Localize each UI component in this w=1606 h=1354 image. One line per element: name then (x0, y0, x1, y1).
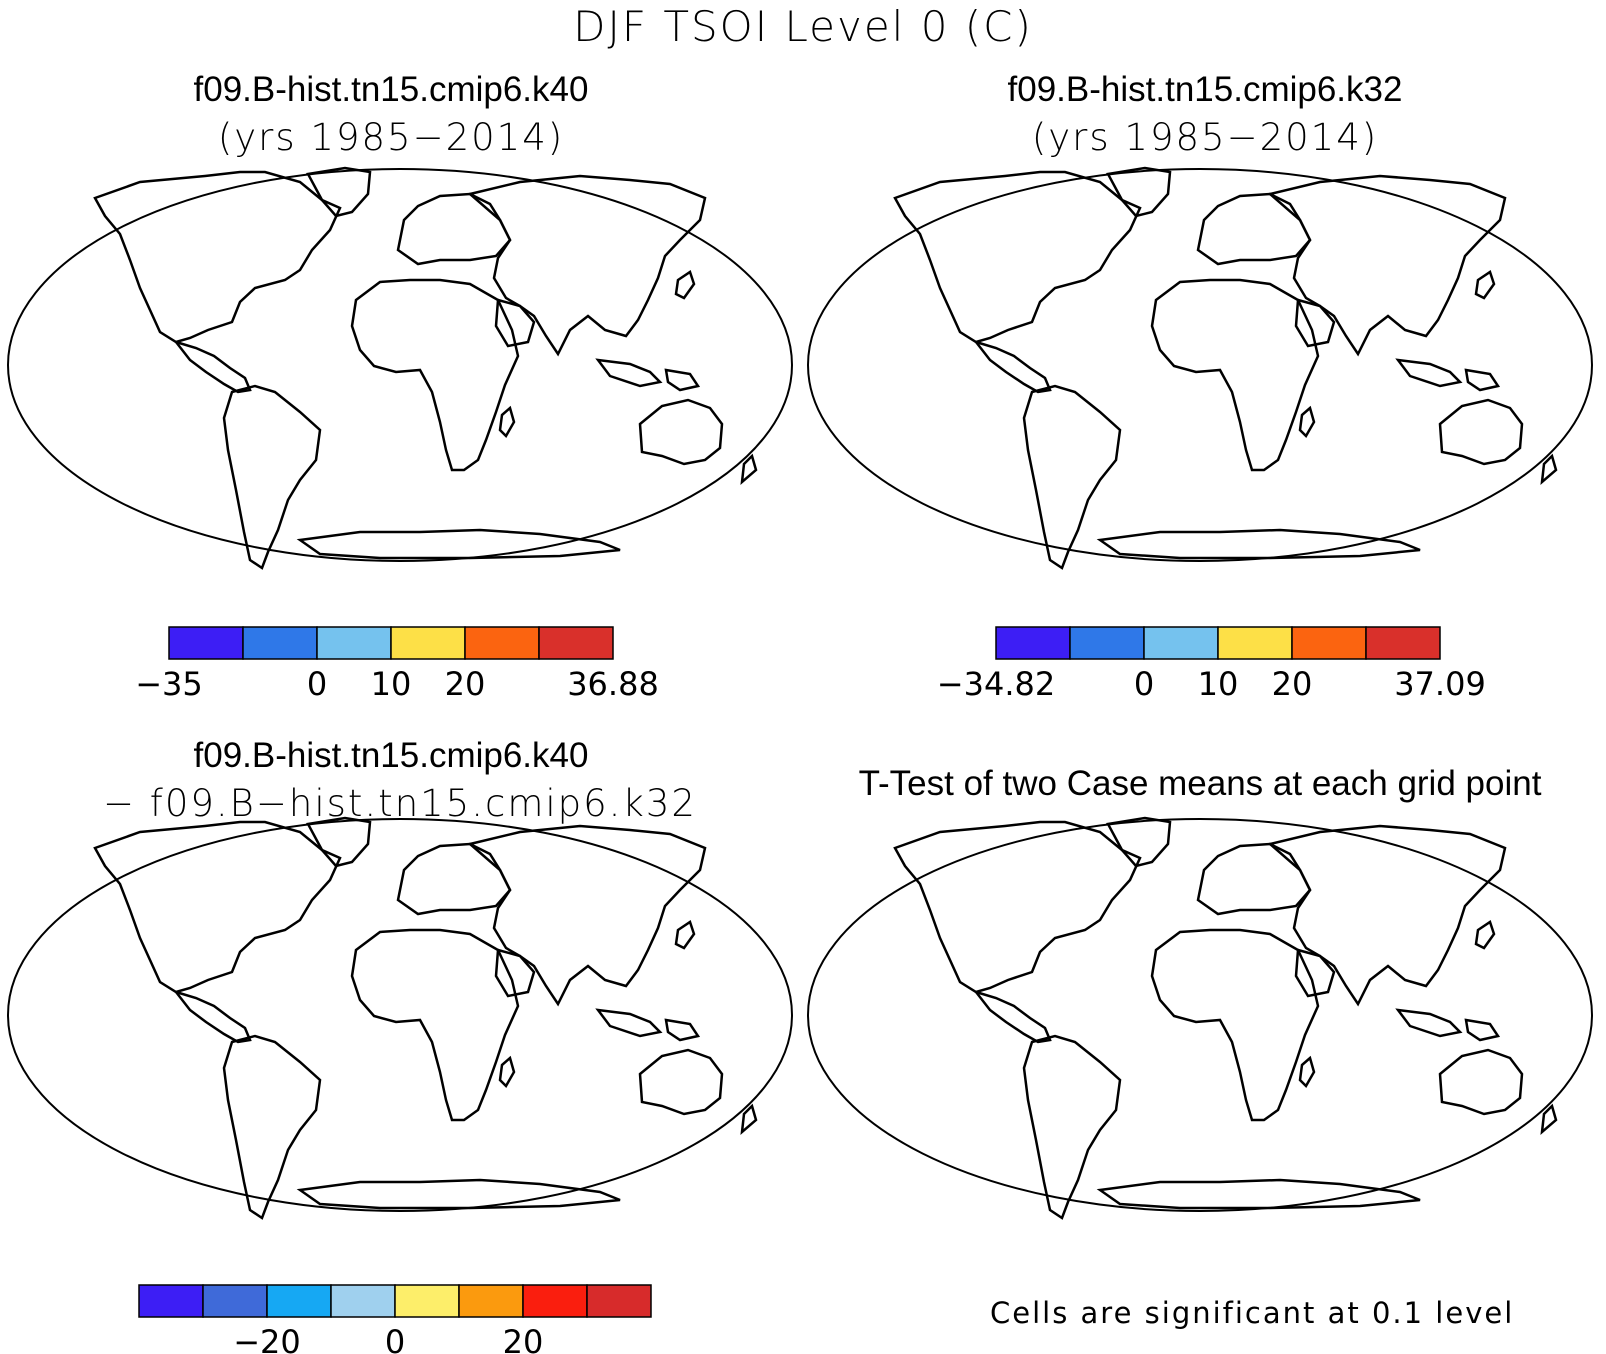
panel-tr-case: f09.B-hist.tn15.cmip6.k32 (1007, 70, 1403, 109)
colorbar-tick-label: 0 (307, 665, 327, 703)
colorbar-swatch (1069, 626, 1145, 660)
colorbar-swatch (242, 626, 318, 660)
colorbar-swatch (202, 1284, 268, 1318)
colorbar-tr: −34.82 0 10 20 37.09 (937, 626, 1486, 703)
colorbar-swatch (266, 1284, 332, 1318)
colorbar-swatch (464, 626, 540, 660)
colorbar-tick-label: −35 (135, 665, 203, 703)
colorbar-tick-label: −34.82 (937, 665, 1055, 703)
figure-title: DJF TSOI Level 0 (C) (573, 2, 1033, 51)
panel-br-title: T-Test of two Case means at each grid po… (858, 764, 1542, 803)
significance-note: Cells are significant at 0.1 level (990, 1296, 1515, 1330)
panel-tr-years: (yrs 1985−2014) (1031, 116, 1379, 159)
colorbar-swatch (168, 626, 244, 660)
panel-tl-years: (yrs 1985−2014) (217, 116, 565, 159)
map-panel-tr (807, 166, 1593, 570)
colorbar-swatch (1365, 626, 1441, 660)
colorbar-tick-label: 36.88 (567, 665, 659, 703)
colorbar-bl: −20 0 20 (138, 1284, 652, 1354)
colorbar-swatch (330, 1284, 396, 1318)
colorbar-tl: −35 0 10 20 36.88 (135, 626, 659, 703)
map-panel-br (807, 816, 1593, 1220)
panel-tl-case: f09.B-hist.tn15.cmip6.k40 (193, 70, 589, 109)
colorbar-swatch (390, 626, 466, 660)
colorbar-tick-label: 20 (445, 665, 486, 703)
panel-bl-case: f09.B-hist.tn15.cmip6.k40 (193, 736, 589, 775)
colorbar-swatch (586, 1284, 652, 1318)
colorbar-swatch (316, 626, 392, 660)
colorbar-swatch (522, 1284, 588, 1318)
colorbar-swatch (394, 1284, 460, 1318)
colorbar-tick-label: 0 (1134, 665, 1154, 703)
colorbar-swatch (995, 626, 1071, 660)
colorbar-swatch (138, 1284, 204, 1318)
colorbar-tick-label: 20 (1272, 665, 1313, 703)
colorbar-tick-label: 20 (503, 1323, 544, 1354)
colorbar-swatch (1143, 626, 1219, 660)
colorbar-tick-label: −20 (233, 1323, 301, 1354)
colorbar-tick-label: 10 (1198, 665, 1239, 703)
colorbar-swatch (458, 1284, 524, 1318)
colorbar-swatch (1217, 626, 1293, 660)
colorbar-tick-label: 37.09 (1394, 665, 1486, 703)
colorbar-tick-label: 0 (385, 1323, 405, 1354)
colorbar-tick-label: 10 (371, 665, 412, 703)
colorbar-swatch (1291, 626, 1367, 660)
colorbar-swatch (538, 626, 614, 660)
panel-bl-minus-case: − f09.B−hist.tn15.cmip6.k32 (103, 782, 697, 825)
map-panel-bl (7, 816, 793, 1220)
map-panel-tl (7, 166, 793, 570)
